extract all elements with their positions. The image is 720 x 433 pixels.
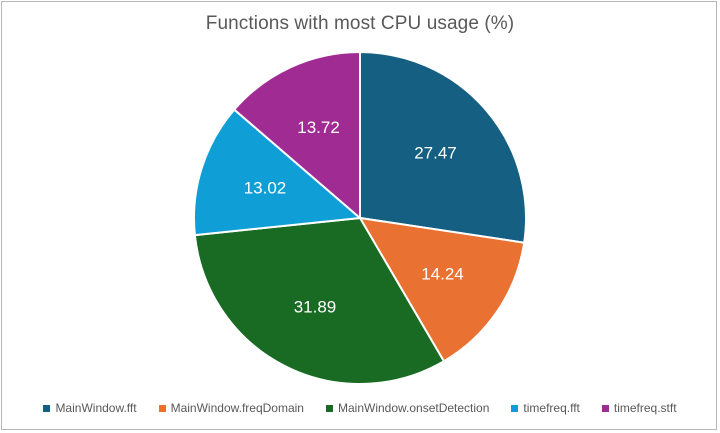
pie-slice-mainwindow-fft — [359, 50, 527, 244]
pie-slice-timefreq-stft — [232, 50, 361, 221]
legend-swatch — [43, 404, 51, 412]
legend-swatch — [325, 404, 333, 412]
legend-item: timefreq.stft — [601, 401, 677, 415]
legend-label: MainWindow.onsetDetection — [337, 401, 490, 415]
pie-slice-mainwindow-onsetdetection — [193, 216, 446, 385]
legend-item: MainWindow.fft — [43, 401, 137, 415]
pie-slice-timefreq-fft — [193, 108, 363, 237]
legend-swatch — [158, 404, 166, 412]
legend-swatch — [601, 404, 609, 412]
legend-swatch — [511, 404, 519, 412]
legend-item: MainWindow.freqDomain — [158, 401, 304, 415]
slice-data-label: 13.72 — [297, 118, 340, 137]
slice-data-label: 13.02 — [244, 179, 287, 198]
slice-data-label: 31.89 — [294, 297, 337, 316]
slice-data-label: 14.24 — [421, 264, 464, 283]
legend-label: MainWindow.freqDomain — [170, 401, 304, 415]
legend-label: MainWindow.fft — [55, 401, 137, 415]
chart-legend: MainWindow.fft MainWindow.freqDomain MainW… — [2, 401, 718, 415]
pie-slice-mainwindow-freqdomain — [358, 216, 526, 363]
slice-data-label: 27.47 — [414, 144, 457, 163]
legend-label: timefreq.stft — [613, 401, 677, 415]
legend-label: timefreq.fft — [523, 401, 580, 415]
legend-item: MainWindow.onsetDetection — [325, 401, 490, 415]
chart-title: Functions with most CPU usage (%) — [205, 13, 515, 34]
legend-item: timefreq.fft — [511, 401, 580, 415]
